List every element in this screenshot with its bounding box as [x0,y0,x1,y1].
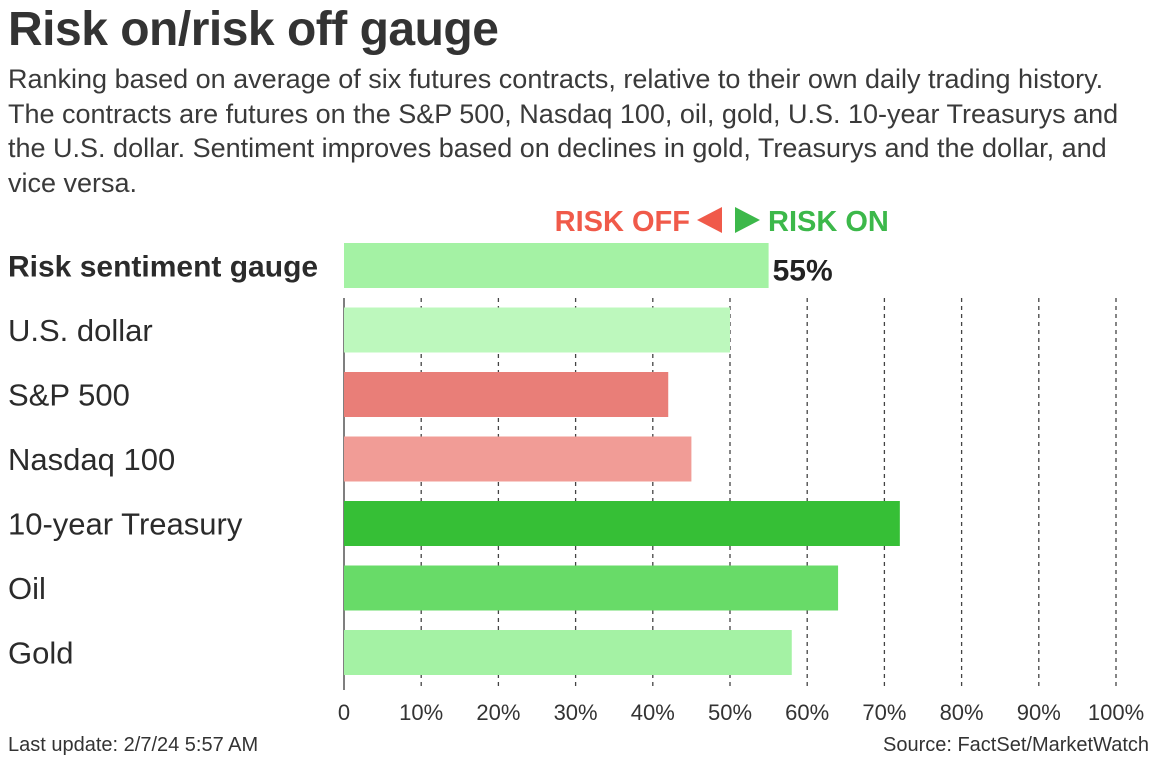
category-label-10-year-treasury: 10-year Treasury [8,507,243,542]
bar-gold [344,630,792,675]
tick-label-100: 100% [1088,700,1144,725]
tick-label-0: 0 [338,700,350,725]
risk-on-label: RISK ON [768,206,889,238]
last-update: Last update: 2/7/24 5:57 AM [8,734,259,756]
tick-label-40: 40% [631,700,675,725]
risk-off-label: RISK OFF [555,206,690,238]
tick-label-20: 20% [476,700,520,725]
chart-title: Risk on/risk off gauge [8,3,499,56]
tick-label-60: 60% [785,700,829,725]
tick-label-70: 70% [862,700,906,725]
bar-10-year-treasury [344,501,900,546]
category-labels: Risk sentiment gauge U.S. dollar S&P 500 Na… [8,251,833,671]
x-axis-ticks: 0 10% 20% 30% 40% 50% 60% 70% 80% 90% 100% [338,700,1144,725]
bar-risk-sentiment-gauge [344,243,769,288]
source-note: Source: FactSet/MarketWatch [882,734,1149,756]
legend: RISK OFF RISK ON [555,206,889,238]
grid-lines [343,298,1117,690]
bar-nasdaq-100 [344,436,692,482]
risk-off-arrow-icon [697,207,722,233]
tick-label-10: 10% [399,700,443,725]
category-label-gold: Gold [8,636,73,671]
risk-on-arrow-icon [735,207,760,233]
category-label-u-s-dollar: U.S. dollar [8,313,153,348]
category-label-nasdaq-100: Nasdaq 100 [8,442,175,477]
bar-u-s-dollar [344,307,730,353]
bar-s-p-500 [344,372,669,417]
bars [344,243,900,675]
chart-subtitle: Ranking based on average of six futures … [8,64,1119,198]
bar-oil [344,565,839,611]
category-label-risk-sentiment-gauge: Risk sentiment gauge [8,251,318,284]
tick-label-50: 50% [708,700,752,725]
gauge-value-label: 55% [773,255,833,288]
category-label-s-p-500: S&P 500 [8,378,130,413]
category-label-oil: Oil [8,571,46,606]
tick-label-90: 90% [1017,700,1061,725]
tick-label-30: 30% [554,700,598,725]
tick-label-80: 80% [940,700,984,725]
